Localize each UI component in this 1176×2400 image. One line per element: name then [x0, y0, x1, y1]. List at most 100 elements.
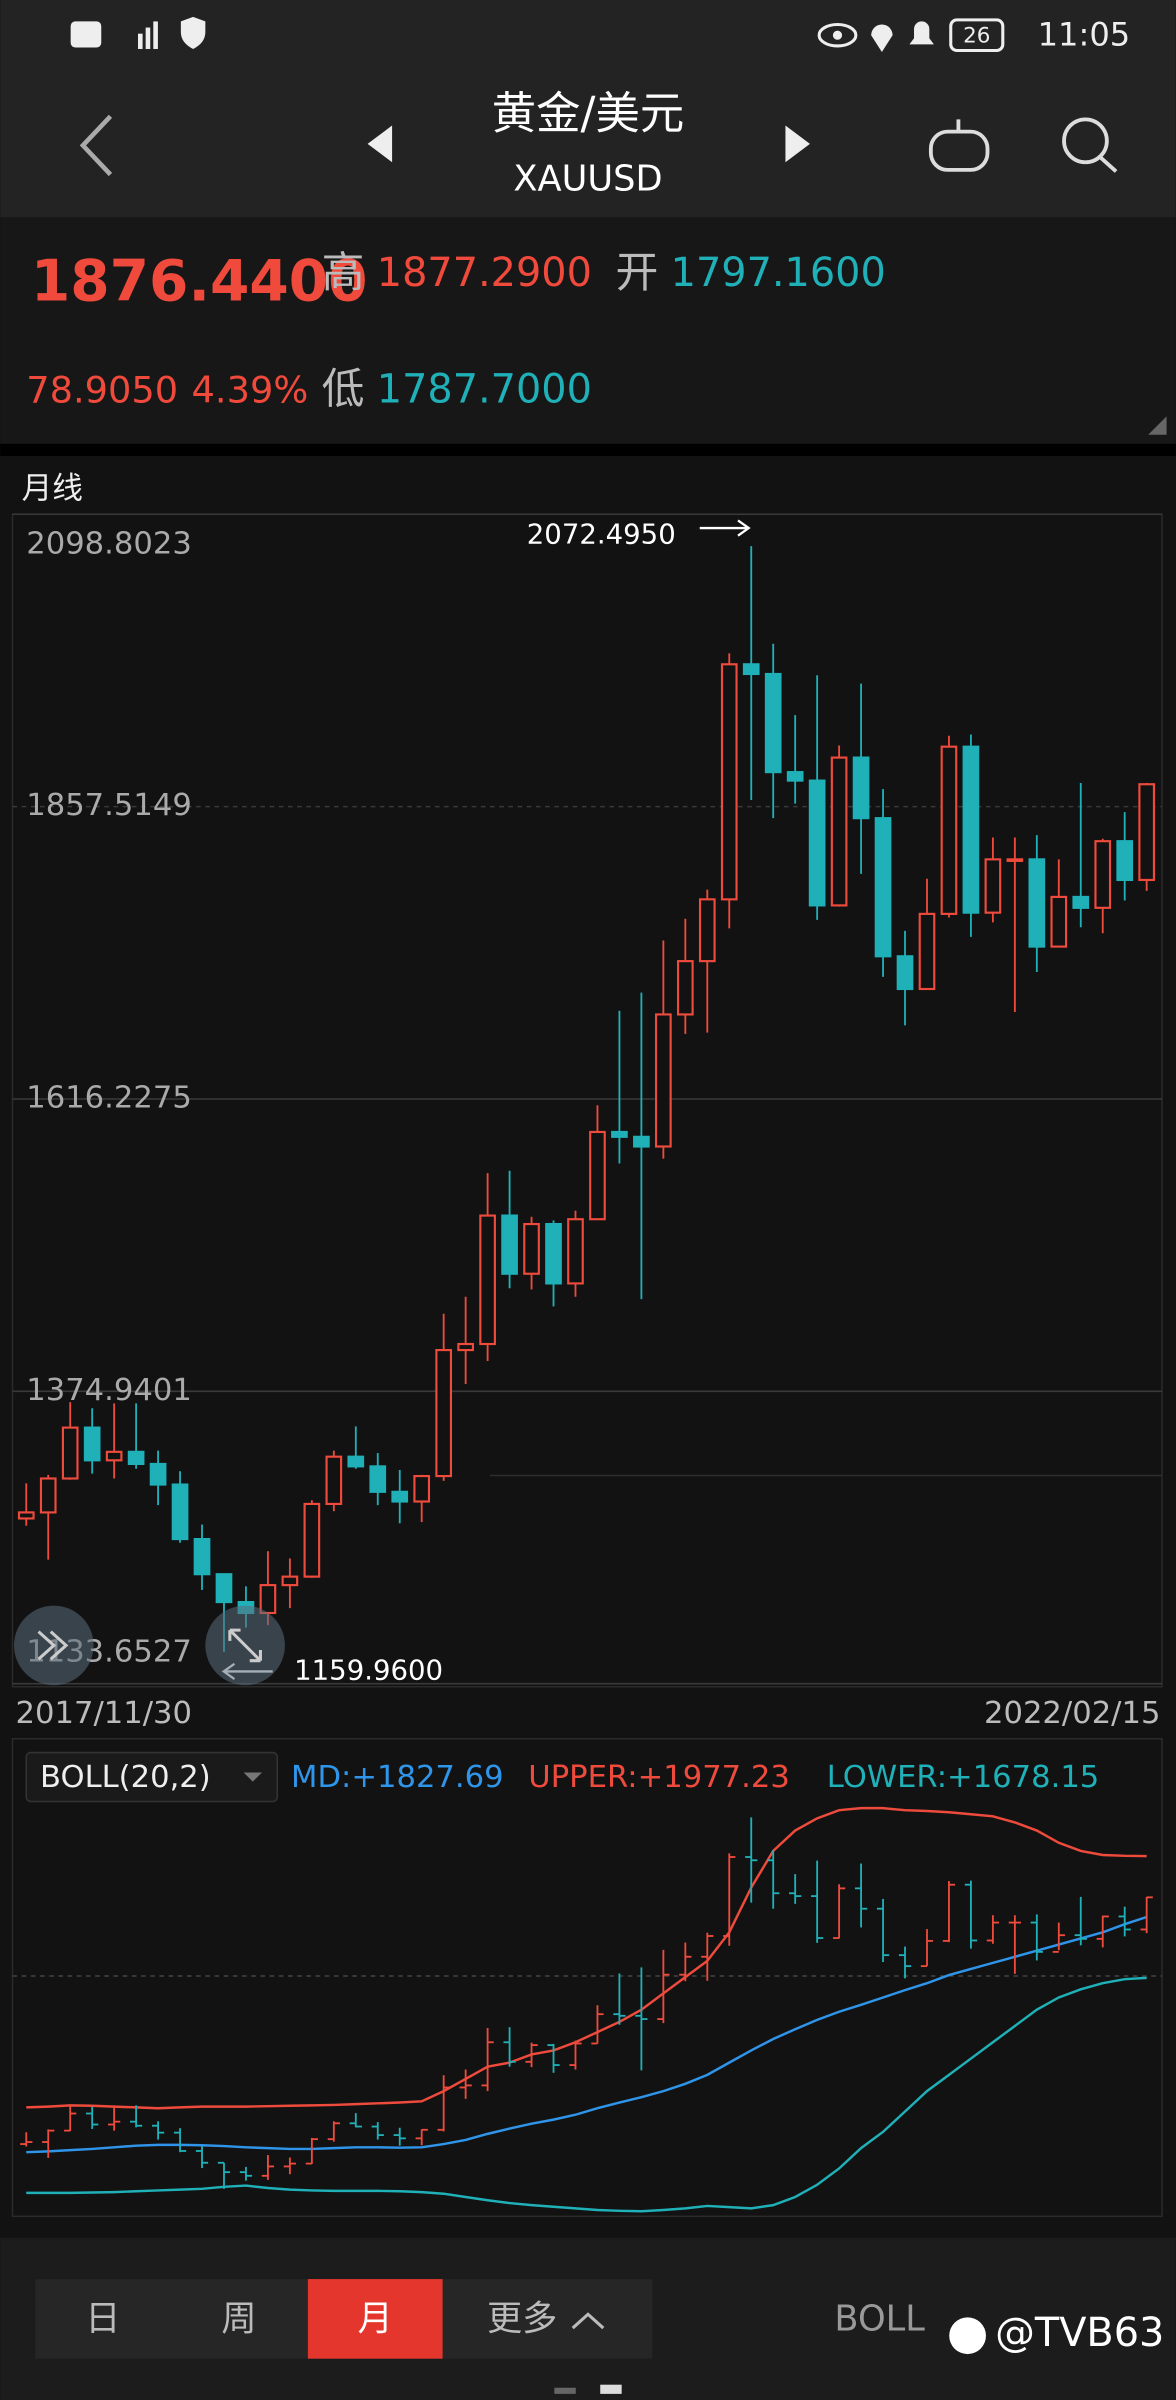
candle-body: [127, 1450, 145, 1466]
candle-body: [852, 756, 870, 820]
candle-body: [633, 1135, 650, 1148]
boll-line: [26, 1806, 1147, 2110]
indicator-select[interactable]: [25, 1751, 279, 1803]
candle-body: [1116, 840, 1134, 882]
tab-day[interactable]: 日: [85, 2298, 120, 2339]
dropdown-arrow[interactable]: [243, 1772, 262, 1782]
shield-icon: [180, 16, 206, 49]
candle-body: [1050, 895, 1068, 948]
search-icon[interactable]: [1062, 117, 1109, 165]
tab-month[interactable]: 月: [358, 2298, 393, 2339]
quote-bg: [0, 217, 1176, 444]
high-label: 高: [322, 248, 365, 298]
candle-body: [347, 1455, 365, 1468]
candle-body: [830, 756, 848, 907]
watermark: @TVB63: [995, 2310, 1164, 2356]
candle-body: [83, 1426, 101, 1462]
candle-body: [61, 1426, 79, 1480]
legend-upper: UPPER:+1977.23: [528, 1760, 790, 1795]
x-start-label: 2017/11/30: [16, 1696, 192, 1731]
boll-line: [26, 1915, 1148, 2154]
candle-body: [567, 1218, 584, 1285]
candle-body: [940, 745, 958, 915]
candle-body: [896, 955, 914, 991]
indicator-button[interactable]: BOLL: [834, 2298, 925, 2339]
back-button[interactable]: [79, 114, 113, 177]
next-button[interactable]: [785, 125, 810, 163]
home-indicator: [600, 2384, 622, 2394]
y-tick-label: 2098.8023: [26, 526, 192, 561]
candle-body: [1094, 840, 1112, 909]
change: 78.9050: [26, 368, 178, 411]
candle-body: [655, 1013, 672, 1148]
candle-body: [281, 1575, 299, 1587]
candle-body: [523, 1222, 540, 1275]
search-button[interactable]: [1062, 117, 1118, 173]
indicator-name[interactable]: BOLL(20,2): [40, 1760, 211, 1795]
candle-body: [435, 1348, 453, 1478]
candle-body: [698, 898, 716, 963]
y-tick-label: 1857.5149: [26, 788, 192, 823]
eye-icon: [817, 22, 858, 48]
robot-icon[interactable]: [928, 129, 990, 172]
candle-body: [764, 672, 782, 774]
tab-more[interactable]: 更多: [487, 2298, 557, 2339]
chart-bg: [0, 456, 1176, 2238]
instrument-symbol: XAUUSD: [513, 159, 662, 200]
candle-body: [1006, 858, 1024, 862]
candle-body: [874, 817, 892, 958]
candle-body: [676, 960, 694, 1016]
signal: [138, 33, 143, 49]
candle-body: [589, 1130, 606, 1221]
candle-body: [1028, 858, 1046, 948]
tab-week[interactable]: 周: [221, 2298, 256, 2339]
candle-body: [545, 1222, 562, 1285]
candle-body: [1072, 895, 1090, 909]
candle-body: [984, 858, 1002, 914]
prev-button[interactable]: [367, 125, 393, 163]
candle-body: [193, 1537, 211, 1576]
candle-body: [479, 1214, 496, 1346]
open-value: 1797.1600: [671, 250, 886, 296]
candle-body: [501, 1214, 518, 1275]
candle-body: [457, 1342, 474, 1352]
facebook-icon: [949, 2317, 986, 2355]
location-icon: [871, 24, 893, 53]
robot-button[interactable]: [928, 119, 990, 172]
candle-body: [171, 1483, 189, 1541]
search-icon[interactable]: [1099, 156, 1118, 173]
candle-body: [259, 1584, 277, 1615]
max-arrow: [699, 519, 751, 537]
collapse-icon[interactable]: [37, 1630, 69, 1661]
candle-body: [962, 745, 980, 914]
x-end-label: 2022/02/15: [984, 1696, 1160, 1731]
low-label: 低: [322, 364, 365, 414]
candle-body: [303, 1502, 321, 1578]
instrument-title: 黄金/美元: [492, 88, 684, 139]
candle-body: [808, 779, 826, 907]
candle-body: [391, 1490, 409, 1503]
more-arrow[interactable]: [571, 2312, 605, 2330]
candle-body: [611, 1130, 628, 1138]
signal: [145, 27, 151, 49]
y-tick-label: 1616.2275: [26, 1080, 192, 1115]
fullscreen-icon[interactable]: [228, 1628, 262, 1663]
battery-level: 26: [963, 24, 990, 49]
battery-icon: [949, 18, 1005, 53]
chart-marks: 1133.65271374.94011616.22751857.51492098…: [12, 513, 1162, 2213]
high-value: 1877.2900: [377, 250, 592, 296]
candle-body: [918, 912, 936, 991]
separator: [0, 443, 1176, 457]
period-label: 月线: [22, 471, 83, 506]
signal: [153, 21, 158, 49]
home-indicator: [554, 2387, 576, 2394]
status-icons: [70, 16, 1005, 53]
active-tab-bg[interactable]: [307, 2279, 443, 2359]
candle-body: [1138, 783, 1156, 882]
candle-body: [413, 1474, 431, 1503]
clock: 11:05: [1038, 16, 1131, 54]
candle-body: [742, 663, 760, 676]
last-price: 1876.4400: [31, 248, 368, 314]
